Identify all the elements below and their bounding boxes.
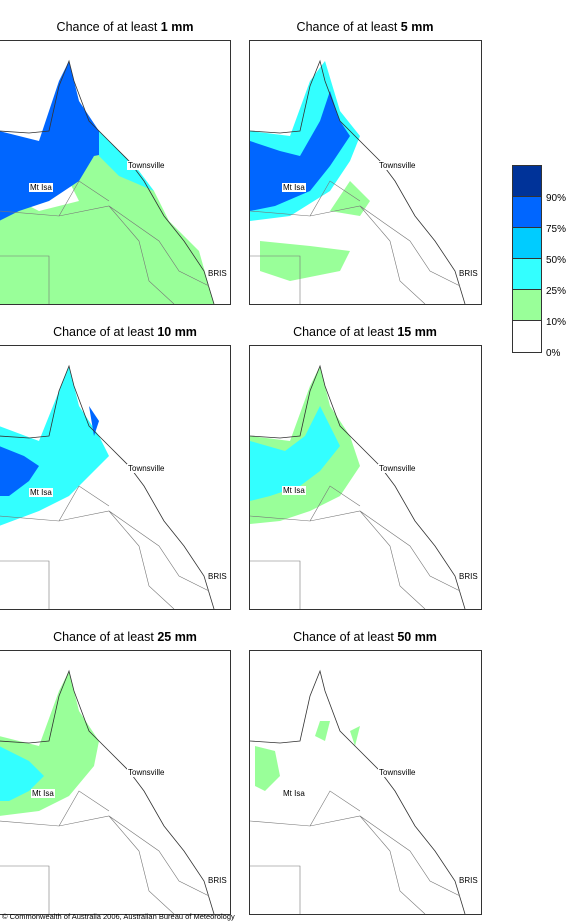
panel-title-25mm: Chance of at least 25 mm (53, 630, 197, 644)
borders (0, 485, 210, 609)
rain-area-cyan (0, 366, 109, 526)
mt-isa-label: Mt Isa (31, 789, 55, 798)
borders (250, 485, 461, 609)
legend-label-10: 10% (546, 317, 567, 328)
legend-label-90: 90% (546, 193, 567, 204)
coastline (250, 669, 466, 914)
mt-isa-label: Mt Isa (29, 488, 53, 497)
coastline (0, 364, 215, 609)
brisbane-label: BRIS (458, 269, 479, 278)
map-15mm: Townsville Mt Isa BRIS (249, 345, 482, 610)
panel-title-1mm: Chance of at least 1 mm (56, 20, 194, 34)
legend-swatch-90 (513, 166, 541, 197)
mt-isa-label: Mt Isa (282, 183, 306, 192)
brisbane-label: BRIS (458, 572, 479, 581)
rain-area-cyan (250, 406, 340, 501)
townsville-label: Townsville (127, 768, 166, 777)
townsville-label: Townsville (378, 464, 417, 473)
copyright-footer: © Commonwealth of Australia 2006, Austra… (2, 912, 235, 921)
legend-swatch-25 (513, 259, 541, 290)
mt-isa-label: Mt Isa (29, 183, 53, 192)
borders (250, 180, 461, 304)
rain-area-green (255, 721, 360, 791)
brisbane-label: BRIS (207, 572, 228, 581)
map-50mm: Townsville Mt Isa BRIS (249, 650, 482, 915)
legend-label-75: 75% (546, 224, 567, 235)
legend-label-25: 25% (546, 286, 567, 297)
panel-title-50mm: Chance of at least 50 mm (293, 630, 437, 644)
townsville-label: Townsville (127, 464, 166, 473)
legend-swatch-10 (513, 290, 541, 321)
map-25mm: Townsville Mt Isa BRIS (0, 650, 231, 915)
map-1mm: Townsville Mt Isa BRIS (0, 40, 231, 305)
legend (512, 165, 542, 353)
brisbane-label: BRIS (207, 269, 228, 278)
townsville-label: Townsville (378, 161, 417, 170)
legend-label-0: 0% (546, 348, 561, 359)
legend-swatch-0 (513, 321, 541, 352)
borders (0, 180, 210, 304)
rain-area-blue (250, 91, 350, 211)
panel-title-5mm: Chance of at least 5 mm (296, 20, 434, 34)
coastline (250, 364, 466, 609)
townsville-label: Townsville (127, 161, 166, 170)
legend-swatch-50 (513, 228, 541, 259)
mt-isa-label: Mt Isa (282, 486, 306, 495)
townsville-label: Townsville (378, 768, 417, 777)
rain-area-cyan (0, 746, 44, 801)
rain-area-blue (0, 61, 119, 221)
coastline (0, 59, 215, 304)
coastline (0, 669, 215, 914)
brisbane-label: BRIS (458, 876, 479, 885)
rain-area-blue (0, 406, 99, 496)
panel-title-15mm: Chance of at least 15 mm (293, 325, 437, 339)
brisbane-label: BRIS (207, 876, 228, 885)
map-10mm: Townsville Mt Isa BRIS (0, 345, 231, 610)
rain-area-green (0, 151, 214, 304)
coastline (250, 59, 466, 304)
legend-swatch-75 (513, 197, 541, 228)
legend-label-50: 50% (546, 255, 567, 266)
borders (250, 790, 461, 914)
map-5mm: Townsville Mt Isa BRIS (249, 40, 482, 305)
panel-title-10mm: Chance of at least 10 mm (53, 325, 197, 339)
mt-isa-label: Mt Isa (282, 789, 306, 798)
borders (0, 790, 210, 914)
